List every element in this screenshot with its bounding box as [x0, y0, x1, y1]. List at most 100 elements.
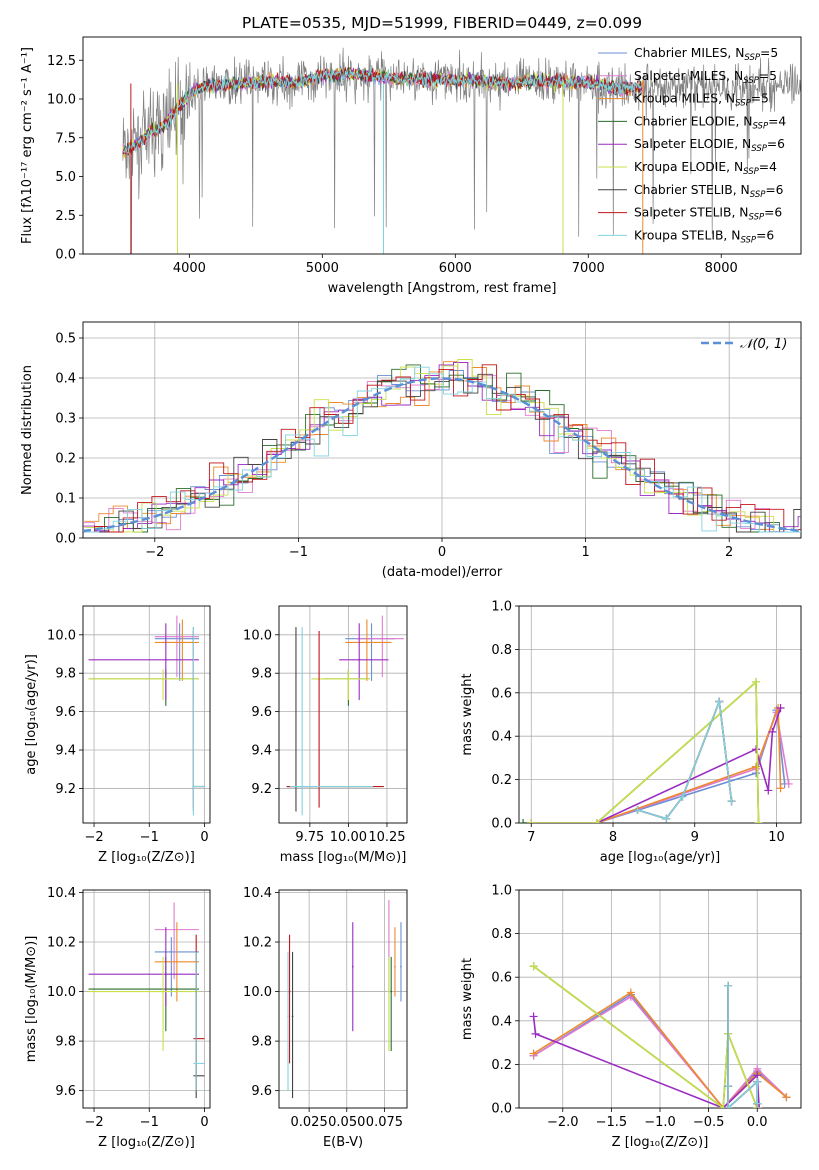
histogram-step-chabrier_miles	[83, 370, 801, 533]
series-line-salpeter_elodie	[532, 1016, 760, 1108]
x-tick-label: −2	[84, 1115, 103, 1130]
histogram-step-salpeter_stelib	[83, 364, 801, 533]
data-point-salpeter_miles	[381, 637, 384, 640]
chart-spectrum: 4000 5000 6000 7000 8000 0.0 2.5 5.0 7.5 10.0 12.5…	[20, 14, 802, 296]
legend-subscript: SSP	[735, 99, 751, 109]
legend-subscript: SSP	[750, 190, 766, 200]
y-tick-label: 10.4	[47, 886, 76, 901]
y-tick-label: 5.0	[55, 170, 76, 185]
chart-title: PLATE=0535, MJD=51999, FIBERID=0449, z=0…	[242, 14, 642, 32]
x-tick-label: 8000	[705, 261, 738, 276]
y-axis-label: Flux [fλ10⁻¹⁷ erg cm⁻² s⁻¹ A⁻¹]	[20, 47, 35, 244]
x-tick-label: 5000	[306, 261, 339, 276]
series-marker-kroupa_elodie	[527, 819, 536, 823]
series-marker-salpeter_elodie	[776, 703, 785, 712]
y-tick-label: 9.6	[55, 705, 76, 720]
series-line-kroupa_elodie	[531, 680, 760, 823]
legend-subscript: SSP	[749, 213, 765, 223]
legend-subscript: SSP	[752, 121, 768, 131]
x-tick-label: 0.075	[366, 1115, 403, 1130]
x-axis-label: (data-model)/error	[382, 565, 503, 580]
series-line-chabrier_elodie	[533, 965, 758, 1108]
x-tick-label: 4000	[173, 261, 206, 276]
legend-label: Salpeter STELIB, N	[634, 206, 749, 220]
y-tick-label: 0.3	[55, 412, 76, 427]
x-tick-label: 9	[691, 830, 699, 845]
legend-entry-chabrier_stelib: Chabrier STELIB, NSSP=6	[634, 183, 784, 200]
model-line-kroupa_stelib	[122, 67, 642, 154]
legend-label: Salpeter ELODIE, N	[634, 137, 751, 151]
x-tick-label: 1	[581, 545, 589, 560]
plot-area	[122, 47, 801, 254]
legend-entry-gaussian: 𝒩(0, 1)	[740, 337, 787, 352]
series-marker-kroupa_miles	[782, 1093, 791, 1102]
chart-mass-vs-ebv: 0.025 0.050 0.075 9.6 9.8 10.0 10.2 10.4 E(B-V)	[243, 886, 408, 1150]
legend-suffix: =5	[751, 92, 769, 106]
x-tick-label: 0	[200, 830, 208, 845]
y-tick-label: 0.4	[491, 1014, 512, 1029]
y-tick-label: 10.0	[243, 628, 272, 643]
data-point-kroupa_elodie	[162, 990, 164, 993]
y-axis-label: Normed distribution	[20, 365, 35, 495]
legend-entry-kroupa_miles: Kroupa MILES, NSSP=5	[634, 92, 769, 109]
data-point-salpeter_elodie	[164, 658, 167, 661]
series-marker-kroupa_miles	[752, 762, 761, 771]
y-tick-label: 10.2	[243, 936, 272, 951]
plot-area	[286, 615, 404, 816]
plot-area	[88, 615, 205, 816]
series-marker-kroupa_stelib	[724, 1082, 733, 1091]
data-point-chabrier_miles	[170, 951, 173, 953]
axes-frame	[278, 889, 408, 1109]
series-marker-kroupa_stelib	[753, 1099, 762, 1108]
legend-label: Chabrier STELIB, N	[634, 183, 750, 197]
series-marker-salpeter_elodie	[764, 786, 773, 795]
chart-mass-vs-z: −2 −1 0 9.6 9.8 10.0 10.2 10.4 Z [log₁₀(Z/Z⊙)] ma…	[24, 886, 211, 1150]
x-tick-label: 7	[527, 830, 535, 845]
x-axis-label: Z [log₁₀(Z/Z⊙)]	[98, 1135, 195, 1150]
series-marker-kroupa_stelib	[662, 814, 671, 823]
data-point-kroupa_elodie	[162, 678, 164, 680]
y-tick-label: 0.0	[491, 1102, 512, 1117]
data-point-kroupa_elodie	[388, 990, 390, 993]
x-tick-label: −2	[84, 830, 103, 845]
series-marker-kroupa_elodie	[719, 1104, 728, 1108]
y-tick-label: 0.0	[491, 817, 512, 832]
axes-frame	[82, 36, 802, 255]
legend-entry-chabrier_miles: Chabrier MILES, NSSP=5	[634, 46, 778, 63]
legend-label: Kroupa ELODIE, N	[634, 160, 743, 174]
data-point-kroupa_stelib	[195, 1062, 198, 1065]
series-marker-salpeter_miles	[784, 779, 793, 788]
data-point-kroupa_miles	[366, 641, 368, 644]
y-tick-label: 10.4	[243, 886, 272, 901]
y-tick-label: 9.2	[55, 782, 76, 797]
series-line-salpeter_miles	[533, 995, 787, 1108]
series-marker-kroupa_elodie	[754, 819, 763, 823]
y-tick-label: 0.0	[55, 248, 76, 263]
legend-entry-salpeter_miles: Salpeter MILES, NSSP=5	[634, 69, 777, 86]
y-axis-label: mass weight	[460, 673, 475, 755]
plot-area	[88, 902, 205, 1099]
x-axis-label: Z [log₁₀(Z/Z⊙)]	[98, 850, 195, 865]
data-point-salpeter_miles	[388, 941, 390, 943]
legend: 𝒩(0, 1)	[701, 337, 787, 352]
legend-label: Kroupa STELIB, N	[634, 228, 740, 242]
x-tick-label: −1.5	[596, 1115, 628, 1130]
x-axis-label: Z [log₁₀(Z/Z⊙)]	[612, 1135, 709, 1150]
x-axis-label: mass [log₁₀(M/M⊙)]	[280, 850, 407, 865]
x-tick-label: 10.00	[330, 830, 367, 845]
x-tick-label: −1.0	[644, 1115, 676, 1130]
legend: Chabrier MILES, NSSP=5 Salpeter MILES, NS…	[598, 46, 786, 245]
data-point-salpeter_stelib	[288, 990, 291, 993]
data-point-kroupa_miles	[181, 641, 184, 644]
series-line-kroupa_stelib	[637, 701, 733, 820]
y-tick-label: 10.0	[47, 985, 76, 1000]
x-tick-label: 0.0	[747, 1115, 768, 1130]
data-point-kroupa_elodie	[347, 678, 350, 680]
x-tick-label: 7000	[572, 261, 605, 276]
legend-entry-chabrier_elodie: Chabrier ELODIE, NSSP=4	[634, 114, 786, 131]
legend-label: Kroupa MILES, N	[634, 92, 735, 106]
series-line-kroupa_miles	[531, 707, 782, 823]
y-tick-label: 10.0	[243, 985, 272, 1000]
y-tick-label: 0.2	[491, 1058, 512, 1073]
